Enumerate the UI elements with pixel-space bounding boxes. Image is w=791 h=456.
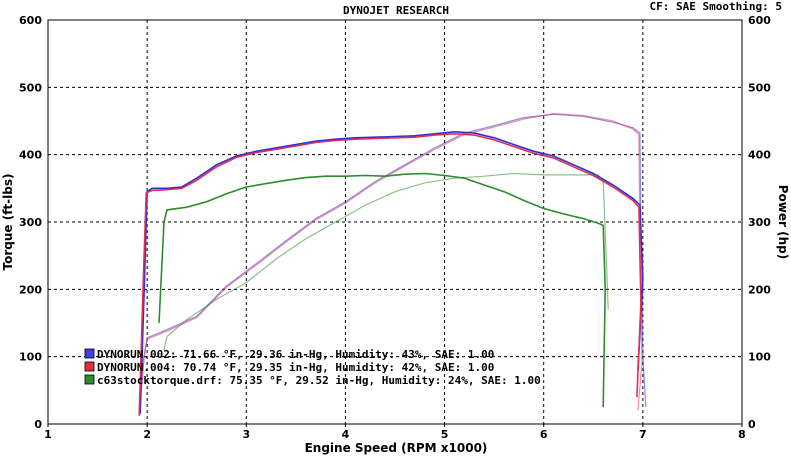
legend: DYNORUN.002: 71.66 °F, 29.36 in-Hg, Humi… — [84, 348, 541, 387]
y-tick-label-left: 500 — [19, 81, 42, 94]
y-tick-label-right: 600 — [748, 14, 771, 27]
y-axis-title-right: Power (hp) — [776, 185, 790, 259]
x-tick-label: 4 — [342, 428, 350, 441]
power-line — [139, 113, 647, 408]
x-tick-label: 8 — [738, 428, 746, 441]
y-tick-label-left: 400 — [19, 149, 42, 162]
x-tick-label: 3 — [242, 428, 250, 441]
x-tick-label: 2 — [143, 428, 151, 441]
legend-label: DYNORUN.004: 70.74 °F, 29.35 in-Hg, Humi… — [97, 361, 494, 374]
y-tick-label-right: 100 — [748, 351, 771, 364]
x-tick-label: 6 — [540, 428, 548, 441]
chart-settings-label: CF: SAE Smoothing: 5 — [650, 0, 782, 13]
legend-label: DYNORUN.002: 71.66 °F, 29.36 in-Hg, Humi… — [97, 348, 494, 361]
torque-line — [139, 130, 644, 414]
x-tick-label: 1 — [44, 428, 52, 441]
series-layer — [138, 112, 647, 416]
legend-swatch — [84, 348, 95, 359]
x-tick-label: 5 — [441, 428, 449, 441]
y-tick-label-right: 200 — [748, 283, 771, 296]
series-3 — [158, 172, 609, 408]
x-tick-label: 7 — [639, 428, 647, 441]
x-axis-title: Engine Speed (RPM x1000) — [305, 441, 488, 455]
y-tick-label-left: 200 — [19, 283, 42, 296]
y-tick-label-right: 500 — [748, 81, 771, 94]
legend-swatch — [84, 361, 95, 372]
y-tick-label-left: 100 — [19, 351, 42, 364]
legend-label: c63stocktorque.drf: 75.35 °F, 29.52 in-H… — [97, 374, 541, 387]
y-tick-label-left: 600 — [19, 14, 42, 27]
series-1 — [139, 113, 647, 414]
legend-item: c63stocktorque.drf: 75.35 °F, 29.52 in-H… — [84, 374, 541, 387]
legend-item: DYNORUN.004: 70.74 °F, 29.35 in-Hg, Humi… — [84, 361, 494, 374]
y-tick-label-right: 0 — [748, 418, 756, 431]
y-tick-label-right: 300 — [748, 216, 771, 229]
power-line — [138, 112, 643, 411]
torque-line — [158, 172, 607, 408]
y-tick-label-right: 400 — [748, 149, 771, 162]
legend-swatch — [84, 374, 95, 385]
torque-line — [138, 132, 642, 416]
power-line — [163, 172, 609, 351]
y-tick-label-left: 0 — [34, 418, 42, 431]
chart-title: DYNOJET RESEARCH — [343, 4, 449, 17]
y-tick-label-left: 300 — [19, 216, 42, 229]
legend-item: DYNORUN.002: 71.66 °F, 29.36 in-Hg, Humi… — [84, 348, 494, 361]
y-axis-title-left: Torque (ft-lbs) — [1, 174, 15, 271]
series-2 — [138, 112, 643, 416]
